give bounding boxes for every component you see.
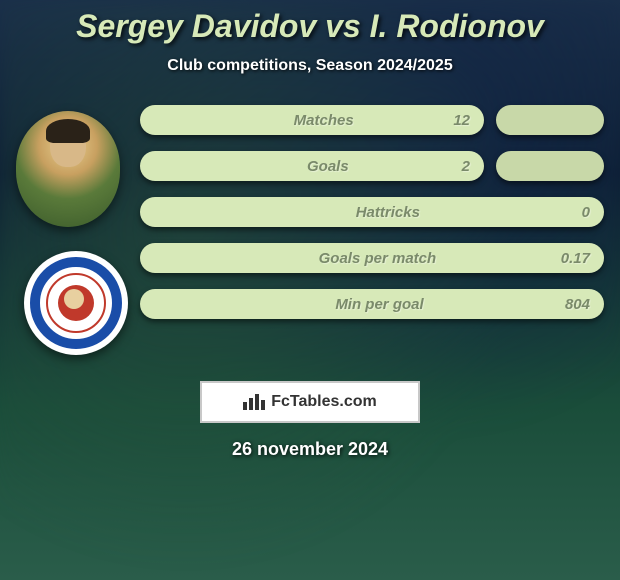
stat-bars: Matches 12 Goals 2 Hattricks 0 xyxy=(140,105,604,319)
stat-value-left: 0 xyxy=(582,204,590,221)
branding-label: FcTables.com xyxy=(271,393,377,411)
stat-label: Goals xyxy=(307,158,349,175)
stats-area: Matches 12 Goals 2 Hattricks 0 xyxy=(10,105,610,355)
subtitle: Club competitions, Season 2024/2025 xyxy=(10,57,610,75)
stat-label: Hattricks xyxy=(356,204,420,221)
stat-value-left: 12 xyxy=(453,112,470,129)
stat-left-bar: Min per goal 804 xyxy=(140,289,604,319)
stat-row-hattricks: Hattricks 0 xyxy=(140,197,604,227)
bar-chart-icon xyxy=(243,394,265,410)
page-title: Sergey Davidov vs I. Rodionov xyxy=(10,8,610,45)
stat-row-gpm: Goals per match 0.17 xyxy=(140,243,604,273)
stat-left-bar: Goals 2 xyxy=(140,151,484,181)
player1-avatar xyxy=(16,111,120,227)
avatars-column xyxy=(16,105,128,355)
stat-left-bar: Hattricks 0 xyxy=(140,197,604,227)
stat-value-left: 804 xyxy=(565,296,590,313)
stat-right-bar xyxy=(496,151,604,181)
stat-row-matches: Matches 12 xyxy=(140,105,604,135)
branding-box: FcTables.com xyxy=(200,381,420,423)
date-label: 26 november 2024 xyxy=(10,439,610,460)
player2-club-badge xyxy=(24,251,128,355)
stat-label: Matches xyxy=(294,112,354,129)
stat-label: Min per goal xyxy=(335,296,423,313)
stat-right-bar xyxy=(496,105,604,135)
stat-value-left: 0.17 xyxy=(561,250,590,267)
stat-left-bar: Goals per match 0.17 xyxy=(140,243,604,273)
stat-row-mpg: Min per goal 804 xyxy=(140,289,604,319)
comparison-card: Sergey Davidov vs I. Rodionov Club compe… xyxy=(0,0,620,468)
stat-value-left: 2 xyxy=(462,158,470,175)
stat-label: Goals per match xyxy=(319,250,437,267)
stat-left-bar: Matches 12 xyxy=(140,105,484,135)
badge-center xyxy=(46,273,106,333)
stat-row-goals: Goals 2 xyxy=(140,151,604,181)
